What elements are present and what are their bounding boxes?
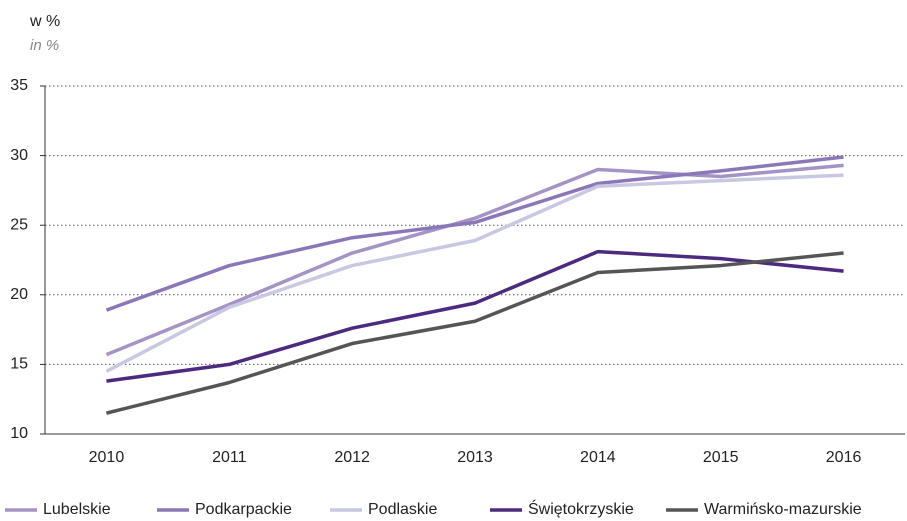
y-tick-label: 25 xyxy=(10,216,28,233)
series-line xyxy=(106,249,844,383)
y-tick-label: 30 xyxy=(10,147,28,164)
legend-label: Podlaskie xyxy=(368,501,437,518)
series-line xyxy=(105,163,844,357)
y-tick-label: 15 xyxy=(10,356,28,373)
y-tick-label: 35 xyxy=(10,77,28,94)
series-line xyxy=(106,251,844,415)
series-line xyxy=(105,155,844,312)
legend-label: Świętokrzyskie xyxy=(528,499,634,518)
legend-label: Lubelskie xyxy=(43,501,111,518)
legend-label: Podkarpackie xyxy=(195,501,292,518)
x-tick-label: 2010 xyxy=(89,449,125,466)
x-tick-label: 2014 xyxy=(580,449,616,466)
x-tick-label: 2015 xyxy=(703,449,739,466)
y-tick-label: 20 xyxy=(10,286,28,303)
x-tick-label: 2016 xyxy=(826,449,862,466)
x-tick-label: 2012 xyxy=(334,449,370,466)
y-tick-label: 10 xyxy=(10,425,28,442)
x-tick-label: 2013 xyxy=(457,449,493,466)
unit-label: w % xyxy=(29,13,60,30)
series-line xyxy=(105,173,844,373)
legend-label: Warmińsko-mazurskie xyxy=(704,501,862,518)
x-tick-label: 2011 xyxy=(212,449,247,466)
unit-label-en: in % xyxy=(30,37,59,54)
